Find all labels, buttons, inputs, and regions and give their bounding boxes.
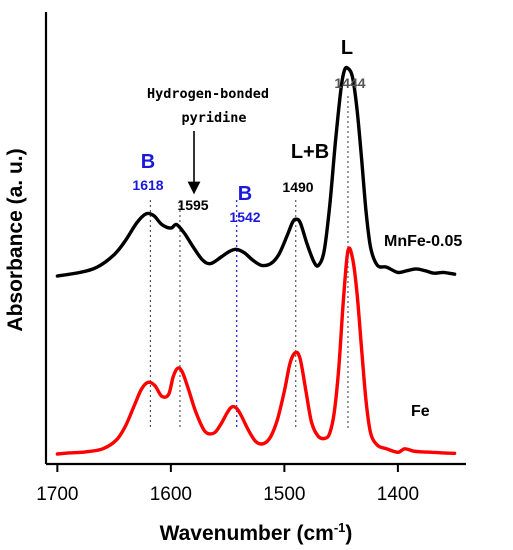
series-line-mnfe-0-05 — [55, 65, 457, 278]
x-tick-label: 1700 — [36, 484, 78, 505]
x-axis-title: Wavenumber (cm-1) — [160, 520, 353, 545]
peak-value-1542: 1542 — [229, 209, 260, 225]
site-label-b-1542: B — [238, 183, 252, 205]
x-tick-label: 1400 — [377, 484, 419, 505]
peak-value-1618: 1618 — [132, 177, 163, 193]
site-label-b-1618: B — [141, 151, 155, 173]
site-label-l: L — [341, 37, 353, 59]
peak-value-1595: 1595 — [177, 197, 208, 213]
annotation-pyridine: pyridine — [181, 110, 246, 126]
series-label-fe: Fe — [411, 403, 430, 420]
site-label-lb: L+B — [291, 141, 329, 163]
x-tick-label: 1500 — [263, 484, 305, 505]
y-axis-title: Absorbance (a. u.) — [4, 148, 27, 331]
x-axis-ticks: 1700 1600 1500 1400 — [36, 464, 419, 505]
annotation-hydrogen-bonded: Hydrogen-bonded — [147, 86, 269, 102]
series-curves — [55, 65, 457, 456]
series-label-mnfe: MnFe-0.05 — [384, 233, 462, 250]
peak-value-1490: 1490 — [282, 179, 313, 195]
series-line-fe — [55, 246, 457, 456]
peak-value-1444: 1444 — [334, 75, 365, 91]
x-tick-label: 1600 — [150, 484, 192, 505]
